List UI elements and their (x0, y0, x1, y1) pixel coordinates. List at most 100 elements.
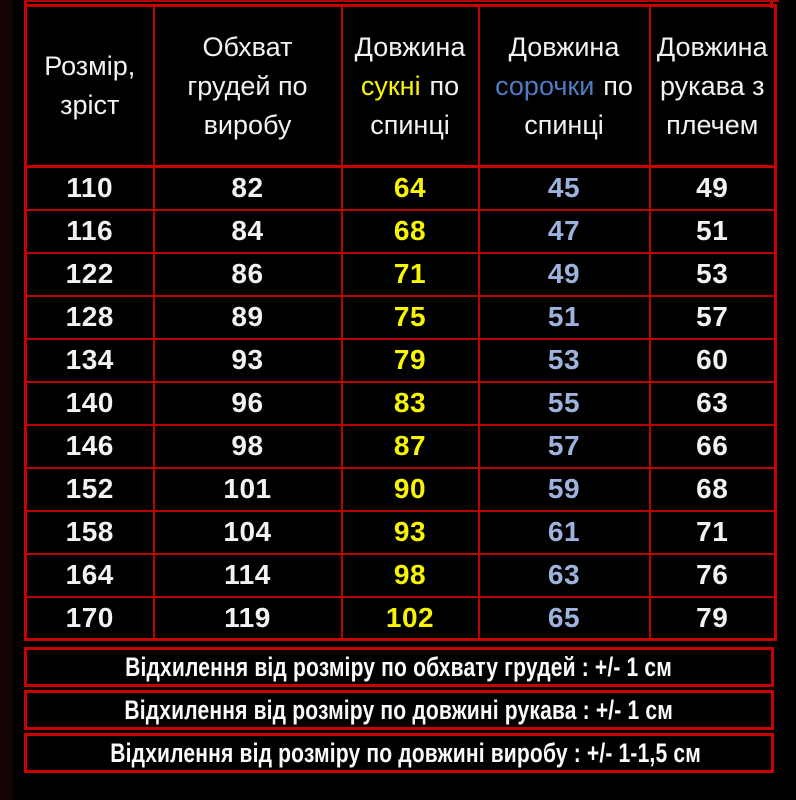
header-cell-dress-length: Довжина сукні по спинці (340, 4, 480, 168)
cell-shirt-length: 65 (477, 595, 651, 641)
table-row: 134 93 79 53 60 (24, 337, 777, 383)
cell-sleeve-length: 49 (648, 165, 777, 211)
cell-shirt-length: 51 (477, 294, 651, 340)
cell-chest: 96 (152, 380, 343, 426)
cell-shirt-length: 45 (477, 165, 651, 211)
cell-sleeve-length: 66 (648, 423, 777, 469)
cell-shirt-length: 61 (477, 509, 651, 555)
cell-dress-length: 75 (340, 294, 480, 340)
table-row: 128 89 75 51 57 (24, 294, 777, 340)
cell-chest: 104 (152, 509, 343, 555)
cell-dress-length: 71 (340, 251, 480, 297)
cell-size: 152 (24, 466, 155, 512)
cell-dress-length: 68 (340, 208, 480, 254)
left-edge-strip (0, 0, 13, 800)
cell-dress-length: 87 (340, 423, 480, 469)
table-row: 164 114 98 63 76 (24, 552, 777, 598)
cell-dress-length: 90 (340, 466, 480, 512)
cell-dress-length: 79 (340, 337, 480, 383)
header-shirt-line2: сорочки по (481, 67, 648, 106)
cell-dress-length: 83 (340, 380, 480, 426)
header-dress-po: по (429, 70, 460, 101)
table-row: 116 84 68 47 51 (24, 208, 777, 254)
cell-chest: 119 (152, 595, 343, 641)
header-shirt-po: по (603, 70, 633, 101)
cell-shirt-length: 57 (477, 423, 651, 469)
cell-size: 140 (24, 380, 155, 426)
header-shirt-word: сорочки (495, 70, 595, 101)
header-dress-line1: Довжина (354, 31, 466, 62)
footnote-chest-tolerance: Відхилення від розміру по обхвату грудей… (24, 647, 774, 687)
cell-shirt-length: 55 (477, 380, 651, 426)
cell-chest: 98 (152, 423, 343, 469)
cropped-top-border (25, 0, 779, 2)
header-chest-line1: Обхват (202, 31, 293, 62)
cell-size: 110 (24, 165, 155, 211)
header-shirt-line1: Довжина (508, 31, 620, 62)
header-cell-sleeve-length: Довжина рукава з плечем (648, 4, 777, 168)
header-sleeve-line3: плечем (666, 109, 759, 140)
footnote-chest-tolerance-text: Відхилення від розміру по обхвату грудей… (125, 652, 673, 682)
header-row: Розмір, зріст Обхват грудей по виробу До… (24, 4, 777, 168)
header-dress-line3: спинці (370, 109, 450, 140)
cell-dress-length: 93 (340, 509, 480, 555)
table-row: 152 101 90 59 68 (24, 466, 777, 512)
cell-sleeve-length: 60 (648, 337, 777, 383)
header-cell-shirt-length: Довжина сорочки по спинці (477, 4, 651, 168)
cell-shirt-length: 47 (477, 208, 651, 254)
cell-size: 128 (24, 294, 155, 340)
cell-size: 164 (24, 552, 155, 598)
header-sleeve-line2: рукава з (659, 70, 765, 101)
cell-sleeve-length: 53 (648, 251, 777, 297)
cell-size: 146 (24, 423, 155, 469)
header-sleeve-line1: Довжина (656, 31, 768, 62)
footnote-sleeve-tolerance-text: Відхилення від розміру по довжині рукава… (124, 695, 674, 725)
cell-chest: 84 (152, 208, 343, 254)
cell-size: 134 (24, 337, 155, 383)
cell-chest: 93 (152, 337, 343, 383)
cell-sleeve-length: 57 (648, 294, 777, 340)
header-cell-size: Розмір, зріст (24, 4, 155, 168)
cell-dress-length: 64 (340, 165, 480, 211)
cell-shirt-length: 59 (477, 466, 651, 512)
cell-size: 158 (24, 509, 155, 555)
table-row: 110 82 64 45 49 (24, 165, 777, 211)
table-row: 158 104 93 61 71 (24, 509, 777, 555)
header-size-line1: Розмір, (44, 51, 136, 81)
cell-shirt-length: 53 (477, 337, 651, 383)
header-size-line2: зріст (60, 90, 120, 120)
cell-chest: 101 (152, 466, 343, 512)
cell-size: 170 (24, 595, 155, 641)
header-chest-line3: виробу (203, 109, 292, 140)
cell-sleeve-length: 79 (648, 595, 777, 641)
cell-sleeve-length: 76 (648, 552, 777, 598)
header-shirt-line3: спинці (524, 109, 604, 140)
cell-sleeve-length: 71 (648, 509, 777, 555)
footnote-length-tolerance: Відхилення від розміру по довжині виробу… (24, 733, 774, 773)
cell-sleeve-length: 63 (648, 380, 777, 426)
cell-dress-length: 98 (340, 552, 480, 598)
header-dress-line2: сукні по (344, 67, 477, 106)
footnote-sleeve-tolerance: Відхилення від розміру по довжині рукава… (24, 690, 774, 730)
cell-chest: 114 (152, 552, 343, 598)
cell-size: 122 (24, 251, 155, 297)
table-row: 122 86 71 49 53 (24, 251, 777, 297)
header-dress-word: сукні (360, 70, 421, 101)
header-chest-line2: грудей по (187, 70, 308, 101)
cell-shirt-length: 63 (477, 552, 651, 598)
header-cell-chest: Обхват грудей по виробу (152, 4, 343, 168)
size-table: Розмір, зріст Обхват грудей по виробу До… (24, 4, 777, 641)
table-row: 140 96 83 55 63 (24, 380, 777, 426)
cell-chest: 89 (152, 294, 343, 340)
table-row: 146 98 87 57 66 (24, 423, 777, 469)
footnote-length-tolerance-text: Відхилення від розміру по довжині виробу… (110, 738, 701, 768)
cell-sleeve-length: 68 (648, 466, 777, 512)
cell-chest: 86 (152, 251, 343, 297)
cell-shirt-length: 49 (477, 251, 651, 297)
cell-dress-length: 102 (340, 595, 480, 641)
cell-chest: 82 (152, 165, 343, 211)
cell-size: 116 (24, 208, 155, 254)
table-row: 170 119 102 65 79 (24, 595, 777, 641)
cell-sleeve-length: 51 (648, 208, 777, 254)
